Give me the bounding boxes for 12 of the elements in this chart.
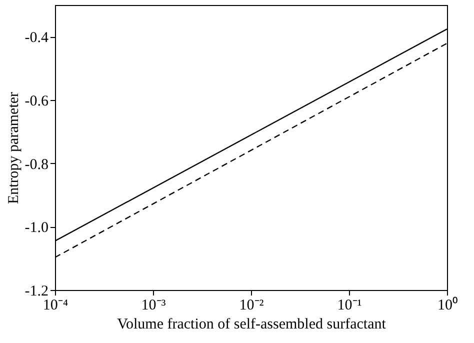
x-tick-label: 10⁻³ xyxy=(141,298,166,314)
y-axis-title: Entropy parameter xyxy=(6,92,22,204)
x-tick-label: 10⁻¹ xyxy=(337,298,362,314)
y-tick-label: -1.0 xyxy=(24,220,48,236)
y-tick-label: -0.4 xyxy=(24,30,49,46)
y-tick-label: -1.2 xyxy=(24,284,48,300)
x-tick-label: 10⁻² xyxy=(239,298,264,314)
x-axis-title: Volume fraction of self-assembled surfactant xyxy=(117,316,387,332)
x-tick-label: 10⁰ xyxy=(438,296,458,314)
y-tick-label: -0.8 xyxy=(24,156,48,173)
y-tick-label: -0.6 xyxy=(24,94,49,110)
x-tick-label: 10⁻⁴ xyxy=(42,298,68,314)
